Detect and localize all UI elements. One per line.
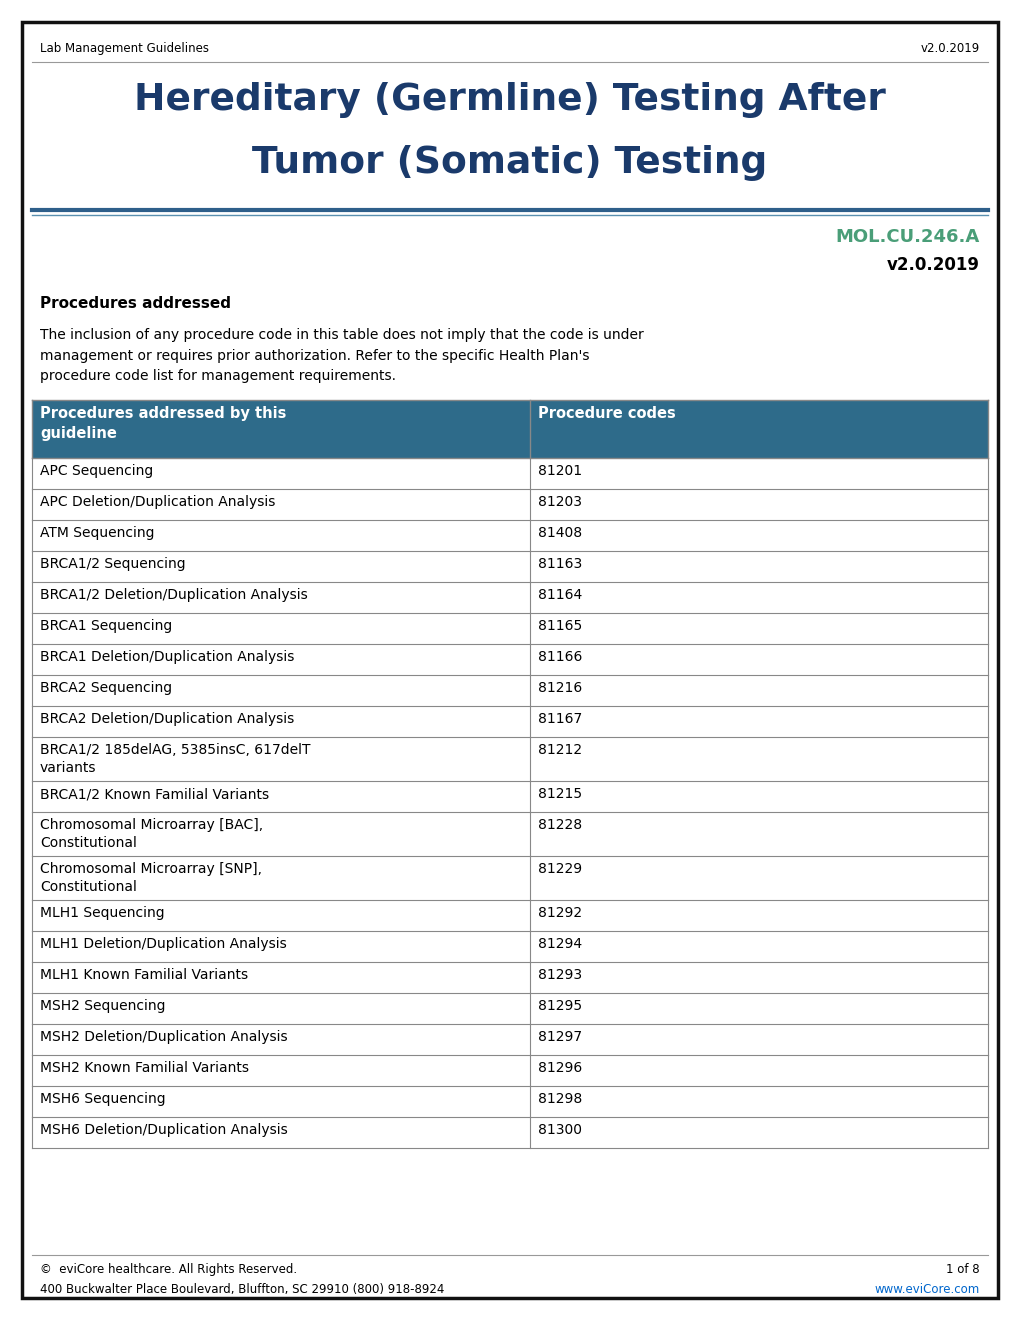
Text: MSH2 Deletion/Duplication Analysis: MSH2 Deletion/Duplication Analysis bbox=[40, 1030, 287, 1044]
Bar bbox=[32, 1086, 987, 1117]
Text: BRCA1/2 185delAG, 5385insC, 617delT
variants: BRCA1/2 185delAG, 5385insC, 617delT vari… bbox=[40, 743, 310, 775]
Text: 81297: 81297 bbox=[537, 1030, 582, 1044]
Text: 81293: 81293 bbox=[537, 968, 582, 982]
Text: Hereditary (Germline) Testing After: Hereditary (Germline) Testing After bbox=[133, 82, 886, 117]
Text: Tumor (Somatic) Testing: Tumor (Somatic) Testing bbox=[252, 145, 767, 181]
Bar bbox=[32, 400, 987, 458]
Text: ©  eviCore healthcare. All Rights Reserved.: © eviCore healthcare. All Rights Reserve… bbox=[40, 1263, 297, 1276]
Text: MSH6 Sequencing: MSH6 Sequencing bbox=[40, 1092, 165, 1106]
Text: MSH6 Deletion/Duplication Analysis: MSH6 Deletion/Duplication Analysis bbox=[40, 1123, 287, 1137]
Text: Procedures addressed: Procedures addressed bbox=[40, 296, 230, 312]
Text: v2.0.2019: v2.0.2019 bbox=[920, 42, 979, 55]
Text: 81295: 81295 bbox=[537, 999, 582, 1012]
Text: 81215: 81215 bbox=[537, 787, 582, 801]
Bar bbox=[32, 781, 987, 812]
Text: 81165: 81165 bbox=[537, 619, 582, 634]
Text: Chromosomal Microarray [BAC],
Constitutional: Chromosomal Microarray [BAC], Constituti… bbox=[40, 818, 263, 850]
Text: BRCA1/2 Deletion/Duplication Analysis: BRCA1/2 Deletion/Duplication Analysis bbox=[40, 587, 308, 602]
Bar bbox=[32, 962, 987, 993]
Text: MSH2 Known Familial Variants: MSH2 Known Familial Variants bbox=[40, 1061, 249, 1074]
Text: Procedure codes: Procedure codes bbox=[537, 407, 675, 421]
Text: 81167: 81167 bbox=[537, 711, 582, 726]
Bar bbox=[32, 675, 987, 706]
Text: 81163: 81163 bbox=[537, 557, 582, 572]
Text: BRCA1/2 Sequencing: BRCA1/2 Sequencing bbox=[40, 557, 185, 572]
Text: 1 of 8: 1 of 8 bbox=[946, 1263, 979, 1276]
Text: 81164: 81164 bbox=[537, 587, 582, 602]
Bar bbox=[32, 706, 987, 737]
Text: Chromosomal Microarray [SNP],
Constitutional: Chromosomal Microarray [SNP], Constituti… bbox=[40, 862, 262, 894]
Bar bbox=[32, 458, 987, 488]
Text: BRCA1 Deletion/Duplication Analysis: BRCA1 Deletion/Duplication Analysis bbox=[40, 649, 294, 664]
Text: BRCA2 Sequencing: BRCA2 Sequencing bbox=[40, 681, 172, 696]
Bar bbox=[32, 993, 987, 1024]
Text: 81300: 81300 bbox=[537, 1123, 582, 1137]
Text: APC Sequencing: APC Sequencing bbox=[40, 465, 153, 478]
Bar bbox=[32, 812, 987, 855]
Bar bbox=[32, 855, 987, 900]
Text: 81292: 81292 bbox=[537, 906, 582, 920]
Text: MOL.CU.246.A: MOL.CU.246.A bbox=[835, 228, 979, 246]
Text: ATM Sequencing: ATM Sequencing bbox=[40, 525, 154, 540]
Text: 81228: 81228 bbox=[537, 818, 582, 832]
Text: MSH2 Sequencing: MSH2 Sequencing bbox=[40, 999, 165, 1012]
Bar bbox=[32, 900, 987, 931]
Text: 400 Buckwalter Place Boulevard, Bluffton, SC 29910 (800) 918-8924: 400 Buckwalter Place Boulevard, Bluffton… bbox=[40, 1283, 444, 1296]
Text: MLH1 Known Familial Variants: MLH1 Known Familial Variants bbox=[40, 968, 248, 982]
Text: Procedures addressed by this
guideline: Procedures addressed by this guideline bbox=[40, 407, 286, 441]
Text: MLH1 Deletion/Duplication Analysis: MLH1 Deletion/Duplication Analysis bbox=[40, 937, 286, 950]
Text: www.eviCore.com: www.eviCore.com bbox=[874, 1283, 979, 1296]
Text: 81294: 81294 bbox=[537, 937, 582, 950]
Text: 81298: 81298 bbox=[537, 1092, 582, 1106]
Bar bbox=[32, 1024, 987, 1055]
Bar bbox=[32, 1117, 987, 1148]
Bar bbox=[32, 737, 987, 781]
Text: 81216: 81216 bbox=[537, 681, 582, 696]
Text: v2.0.2019: v2.0.2019 bbox=[887, 256, 979, 275]
Text: 81212: 81212 bbox=[537, 743, 582, 756]
Text: Lab Management Guidelines: Lab Management Guidelines bbox=[40, 42, 209, 55]
Bar bbox=[32, 582, 987, 612]
Text: 81203: 81203 bbox=[537, 495, 582, 510]
Bar bbox=[32, 1055, 987, 1086]
Text: BRCA2 Deletion/Duplication Analysis: BRCA2 Deletion/Duplication Analysis bbox=[40, 711, 293, 726]
Text: 81408: 81408 bbox=[537, 525, 582, 540]
Text: APC Deletion/Duplication Analysis: APC Deletion/Duplication Analysis bbox=[40, 495, 275, 510]
Text: 81201: 81201 bbox=[537, 465, 582, 478]
Text: BRCA1/2 Known Familial Variants: BRCA1/2 Known Familial Variants bbox=[40, 787, 269, 801]
Bar bbox=[32, 550, 987, 582]
Bar bbox=[32, 520, 987, 550]
Text: 81229: 81229 bbox=[537, 862, 582, 876]
Text: 81166: 81166 bbox=[537, 649, 582, 664]
Bar bbox=[32, 488, 987, 520]
Bar bbox=[32, 612, 987, 644]
Bar bbox=[32, 931, 987, 962]
Bar bbox=[32, 644, 987, 675]
Text: MLH1 Sequencing: MLH1 Sequencing bbox=[40, 906, 164, 920]
Text: BRCA1 Sequencing: BRCA1 Sequencing bbox=[40, 619, 172, 634]
Text: 81296: 81296 bbox=[537, 1061, 582, 1074]
Text: The inclusion of any procedure code in this table does not imply that the code i: The inclusion of any procedure code in t… bbox=[40, 327, 643, 383]
